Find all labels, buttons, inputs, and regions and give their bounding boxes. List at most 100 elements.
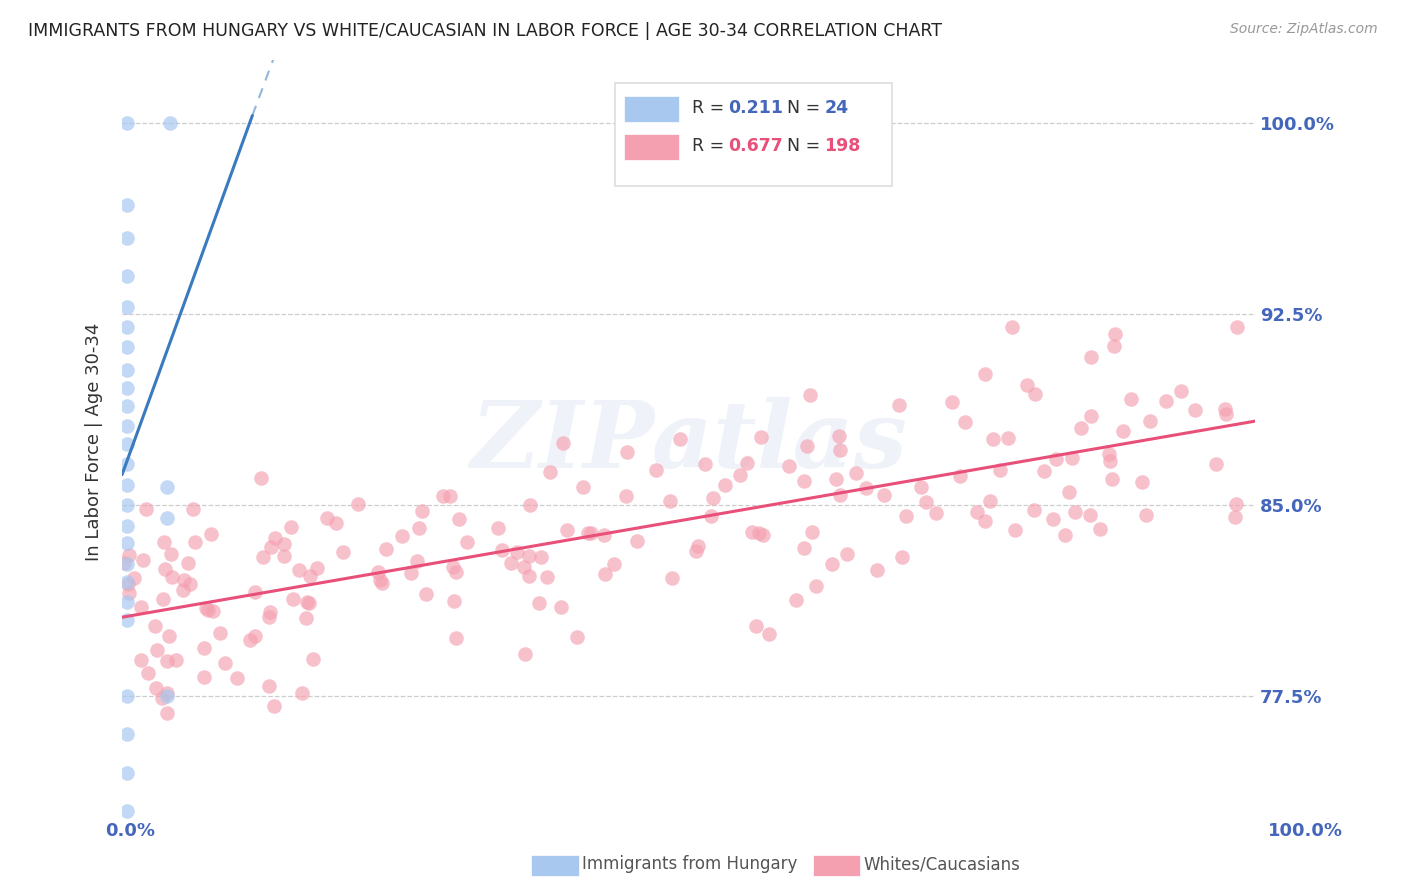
- Point: [1042, 512, 1064, 526]
- Point: [997, 430, 1019, 444]
- Text: Whites/Caucasians: Whites/Caucasians: [863, 855, 1021, 873]
- Point: [156, 655, 179, 669]
- Point: [530, 549, 553, 564]
- Point: [115, 574, 138, 589]
- Point: [550, 599, 572, 614]
- Point: [441, 560, 464, 574]
- Point: [1223, 509, 1246, 524]
- Point: [505, 545, 527, 559]
- Point: [122, 571, 145, 585]
- Point: [517, 549, 540, 563]
- Point: [828, 428, 851, 442]
- Point: [614, 489, 637, 503]
- Point: [249, 470, 271, 484]
- Point: [572, 480, 595, 494]
- Point: [949, 469, 972, 483]
- Point: [966, 505, 988, 519]
- Point: [115, 834, 138, 848]
- Point: [115, 363, 138, 377]
- Point: [713, 478, 735, 492]
- Point: [115, 536, 138, 550]
- Point: [700, 509, 723, 524]
- Point: [821, 558, 844, 572]
- Point: [1119, 392, 1142, 407]
- Point: [1078, 508, 1101, 522]
- Point: [115, 613, 138, 627]
- Point: [259, 541, 281, 555]
- Point: [298, 596, 321, 610]
- Point: [172, 582, 194, 597]
- Point: [411, 504, 433, 518]
- Point: [748, 526, 770, 541]
- Point: [280, 520, 302, 534]
- Point: [513, 560, 536, 574]
- Point: [555, 523, 578, 537]
- Point: [115, 198, 138, 212]
- Point: [793, 541, 815, 555]
- Point: [910, 480, 932, 494]
- Text: IMMIGRANTS FROM HUNGARY VS WHITE/CAUCASIAN IN LABOR FORCE | AGE 30-34 CORRELATIO: IMMIGRANTS FROM HUNGARY VS WHITE/CAUCASI…: [28, 22, 942, 40]
- Point: [239, 633, 262, 648]
- Point: [741, 524, 763, 539]
- Point: [173, 573, 195, 587]
- Point: [408, 521, 430, 535]
- Point: [1226, 320, 1249, 334]
- Text: Source: ZipAtlas.com: Source: ZipAtlas.com: [1230, 22, 1378, 37]
- Point: [565, 631, 588, 645]
- Point: [1080, 350, 1102, 364]
- Point: [1080, 409, 1102, 423]
- Point: [1001, 320, 1024, 334]
- Point: [160, 570, 183, 584]
- Point: [990, 463, 1012, 477]
- Point: [1104, 327, 1126, 342]
- Point: [263, 698, 285, 713]
- Point: [456, 534, 478, 549]
- Point: [155, 562, 177, 576]
- Point: [155, 706, 177, 721]
- Point: [115, 116, 138, 130]
- Point: [150, 690, 173, 705]
- Point: [866, 564, 889, 578]
- Y-axis label: In Labor Force | Age 30-34: In Labor Force | Age 30-34: [86, 322, 103, 561]
- Point: [181, 502, 204, 516]
- Point: [1033, 464, 1056, 478]
- Point: [117, 586, 139, 600]
- Point: [115, 765, 138, 780]
- Point: [195, 600, 218, 615]
- Point: [873, 488, 896, 502]
- Point: [1130, 475, 1153, 489]
- Point: [273, 537, 295, 551]
- Point: [1098, 447, 1121, 461]
- Point: [283, 591, 305, 606]
- Text: Immigrants from Hungary: Immigrants from Hungary: [582, 855, 797, 873]
- Point: [1102, 339, 1125, 353]
- FancyBboxPatch shape: [614, 83, 893, 186]
- Point: [166, 653, 188, 667]
- Point: [415, 587, 437, 601]
- Point: [519, 499, 541, 513]
- Point: [645, 463, 668, 477]
- Point: [1213, 402, 1236, 417]
- Point: [501, 556, 523, 570]
- Point: [894, 508, 917, 523]
- Point: [1135, 508, 1157, 523]
- Point: [824, 472, 846, 486]
- Point: [890, 550, 912, 565]
- Point: [115, 557, 138, 571]
- Point: [659, 494, 682, 508]
- Point: [297, 595, 319, 609]
- Point: [835, 547, 858, 561]
- Point: [686, 540, 709, 554]
- Point: [1170, 384, 1192, 398]
- Point: [156, 689, 179, 703]
- Text: 0.211: 0.211: [728, 99, 783, 117]
- Point: [661, 571, 683, 585]
- Point: [444, 566, 467, 580]
- Point: [115, 381, 138, 395]
- Point: [176, 557, 198, 571]
- Point: [443, 594, 465, 608]
- Point: [257, 609, 280, 624]
- Point: [115, 478, 138, 492]
- Point: [371, 575, 394, 590]
- Point: [143, 619, 166, 633]
